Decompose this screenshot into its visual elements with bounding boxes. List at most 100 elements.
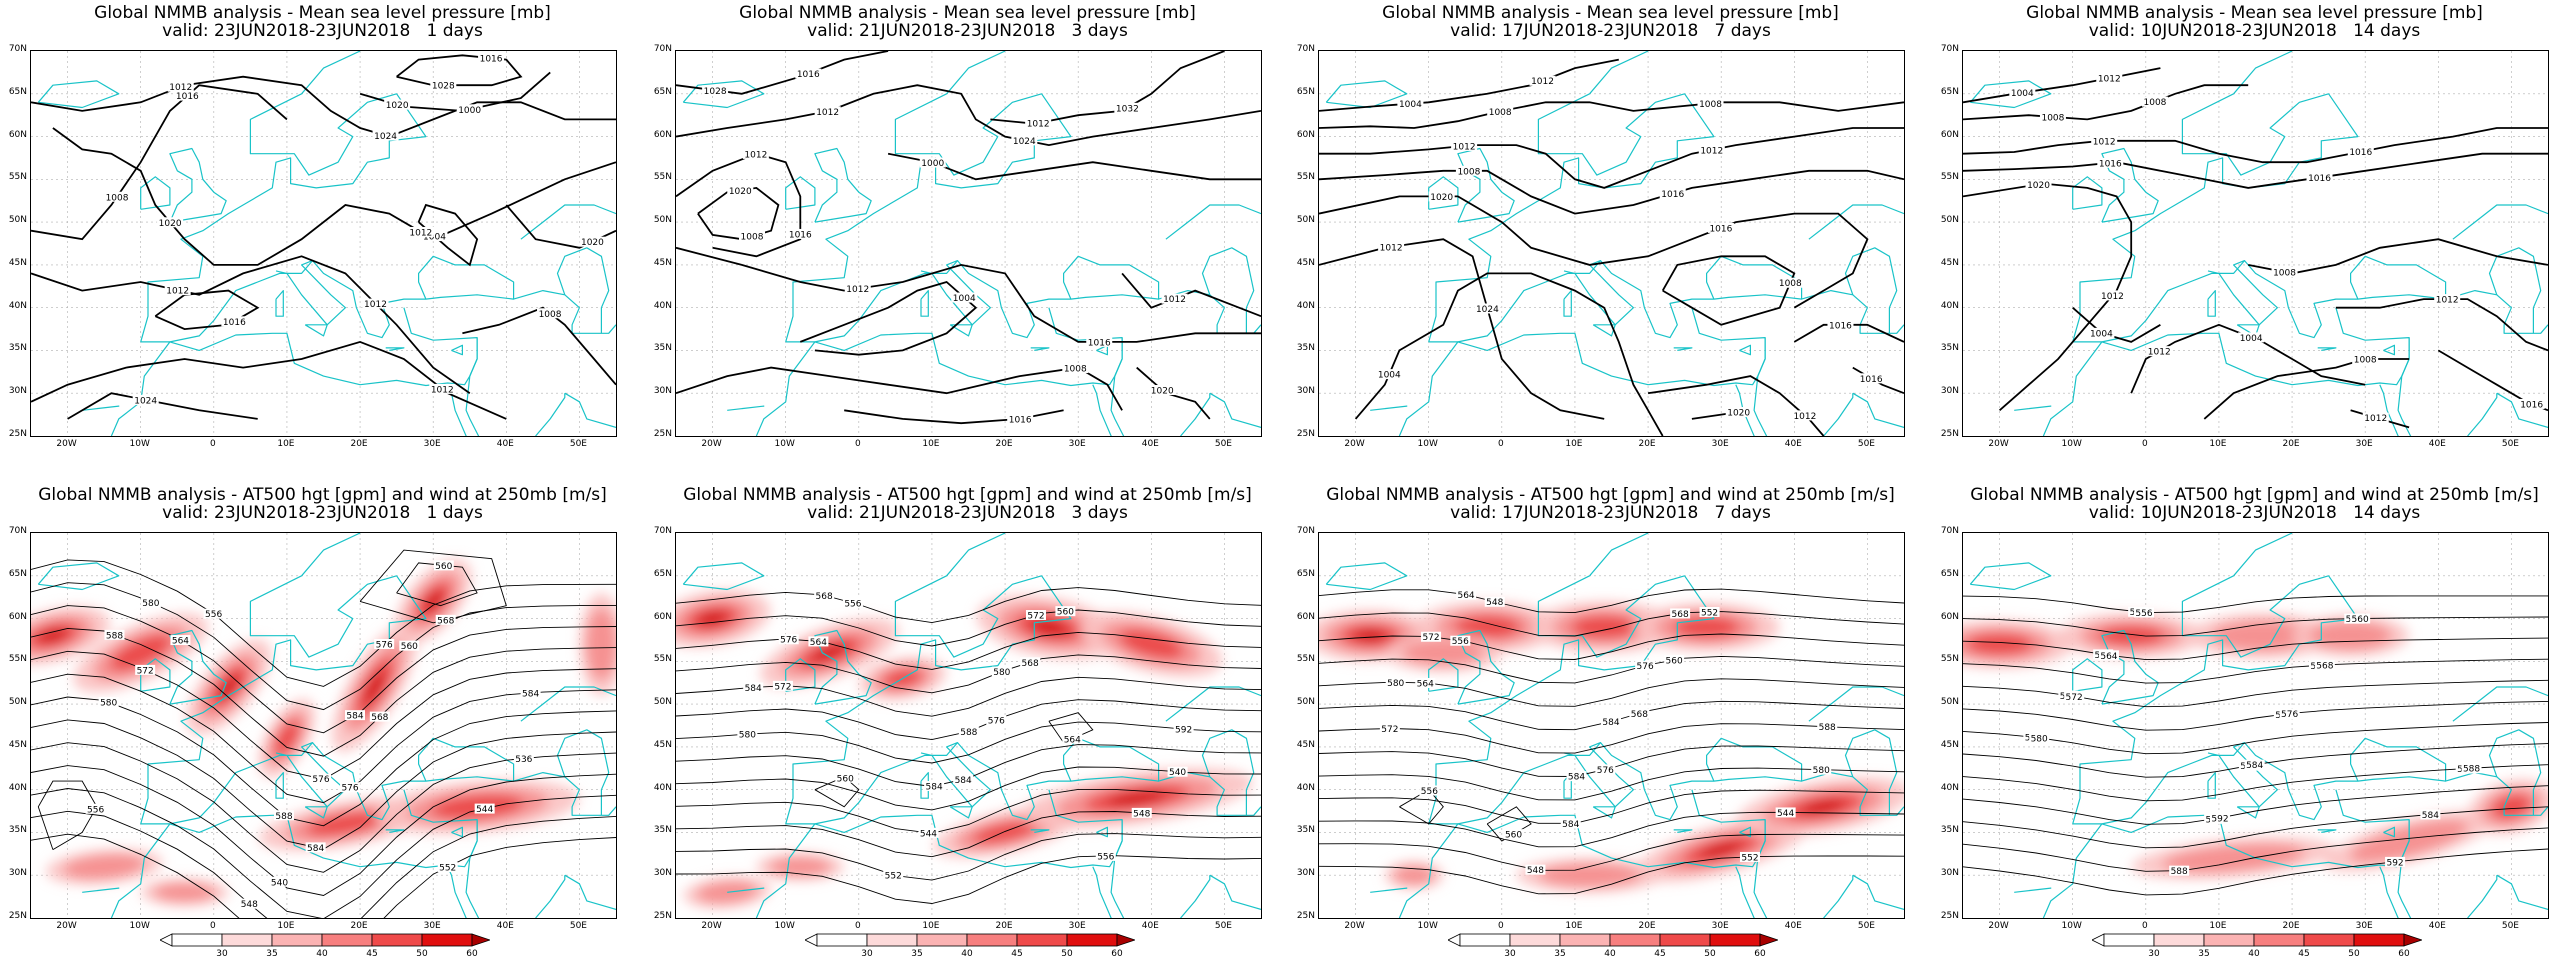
lat-tick-label: 30N	[1296, 868, 1315, 879]
isoline	[676, 246, 1261, 343]
coastline	[957, 255, 1160, 339]
lon-tick-label: 10W	[129, 921, 150, 931]
coastline	[312, 255, 515, 339]
isoline-label: 1012	[1793, 412, 1816, 422]
lat-tick-label: 55N	[1940, 172, 1959, 183]
isoline	[31, 582, 616, 711]
coastline	[1844, 247, 1898, 334]
colorbar-segment	[816, 933, 868, 947]
coastline	[2244, 737, 2447, 821]
isoline-label: 1012	[431, 385, 454, 395]
coastlines	[1325, 533, 1904, 918]
isoline	[1661, 255, 1796, 326]
coastline	[37, 80, 120, 109]
isoline-label: 1016	[1661, 190, 1684, 200]
lon-tick-label: 10E	[1565, 921, 1583, 931]
colorbar	[160, 933, 490, 947]
lat-tick-label: 30N	[653, 386, 672, 397]
lon-tick-label: 20E	[350, 921, 368, 931]
jet-shading	[1319, 601, 1904, 893]
jet-streak	[1393, 865, 1435, 885]
jet-streak	[769, 857, 832, 877]
coastline	[1165, 686, 1261, 722]
lat-tick-label: 50N	[1296, 215, 1315, 226]
coastline	[1753, 819, 1768, 918]
coastline	[82, 405, 120, 411]
lon-tick-label: 0	[1497, 439, 1504, 449]
isoline-label: 1008	[539, 310, 562, 320]
panel-valid-period: valid: 17JUN2018-23JUN2018 7 days	[1450, 21, 1771, 41]
isoline	[1852, 366, 1904, 395]
isoline-label: 572	[137, 666, 154, 676]
lat-tick-label: 50N	[1940, 697, 1959, 708]
coastline	[465, 819, 480, 918]
isoline	[1963, 806, 2548, 849]
colorbar-segment	[2153, 933, 2205, 947]
map-canvas: 556 560 564 568 572 576 580 584 536 540 544 548 552 5…	[31, 533, 616, 918]
isoline-label: 580	[739, 731, 756, 741]
isolines	[1963, 595, 2548, 896]
coastline	[1209, 874, 1261, 910]
isoline-label: 1008	[1489, 108, 1512, 118]
jet-streak	[63, 854, 145, 880]
isoline	[676, 654, 1261, 694]
colorbar	[1448, 933, 1778, 947]
jet-streak	[363, 670, 386, 704]
lon-tick-label: 10W	[129, 439, 150, 449]
isoline	[1963, 785, 2548, 825]
isoline-label: 580	[993, 668, 1010, 678]
lon-tick-label: 10W	[2061, 921, 2082, 931]
lat-tick-label: 30N	[1940, 386, 1959, 397]
colorbar-tick-label: 60	[466, 949, 478, 959]
panel-valid-period: valid: 21JUN2018-23JUN2018 3 days	[807, 21, 1128, 41]
coastline	[1823, 875, 1854, 918]
isoline	[676, 855, 1261, 904]
isoline	[1319, 767, 1904, 801]
lat-tick-label: 35N	[653, 343, 672, 354]
coastline	[2488, 247, 2542, 334]
lon-tick-label: 0	[2141, 921, 2148, 931]
isoline	[676, 833, 1261, 881]
lon-tick-label: 20E	[350, 439, 368, 449]
lon-tick-label: 40E	[1141, 921, 1159, 931]
isoline	[1319, 588, 1904, 614]
lat-tick-label: 70N	[653, 526, 672, 536]
colorbar-tick-label: 50	[2348, 949, 2360, 959]
coastline	[1428, 533, 1715, 825]
isoline-label: 568	[816, 592, 833, 602]
map-canvas: 1012101610201024102810001004100810121024…	[31, 51, 616, 436]
coastline	[727, 405, 765, 411]
isoline	[31, 788, 616, 918]
lat-tick-label: 40N	[1940, 300, 1959, 311]
isoline-label: 1016	[176, 92, 199, 102]
isoline-label: 1016	[2520, 400, 2543, 410]
coastline	[2236, 324, 2260, 337]
lat-tick-label: 45N	[653, 257, 672, 268]
jet-streak	[1030, 619, 1067, 636]
coastline	[2488, 729, 2542, 816]
jet-streak	[2309, 621, 2392, 651]
isoline	[676, 766, 1261, 811]
isoline	[1963, 595, 2548, 614]
lat-tick-label: 40N	[8, 782, 27, 793]
coastline	[1092, 384, 1112, 436]
coastline	[2383, 344, 2395, 356]
coastline	[275, 772, 284, 799]
isoline	[1319, 127, 1904, 189]
coastline	[2467, 875, 2498, 918]
isoline-label: 1024	[134, 396, 157, 406]
isoline-label: 584	[745, 684, 762, 694]
coastline	[556, 247, 610, 334]
jet-streak	[1966, 633, 2033, 656]
coastline	[2379, 384, 2399, 436]
coastline	[1165, 204, 1261, 240]
isoline-labels: 556 560 564 568 572 576 580 584 540 544 548 552 556 5…	[737, 590, 1194, 881]
jet-streak	[1571, 615, 1638, 639]
coastline	[451, 826, 463, 838]
isoline-label: 584	[1562, 820, 1579, 830]
colorbar-segment	[1659, 933, 1711, 947]
coastline	[140, 176, 171, 210]
isoline	[37, 780, 98, 850]
lon-tick-label: 20E	[2282, 921, 2300, 931]
isoline-label: 564	[1064, 735, 1081, 745]
